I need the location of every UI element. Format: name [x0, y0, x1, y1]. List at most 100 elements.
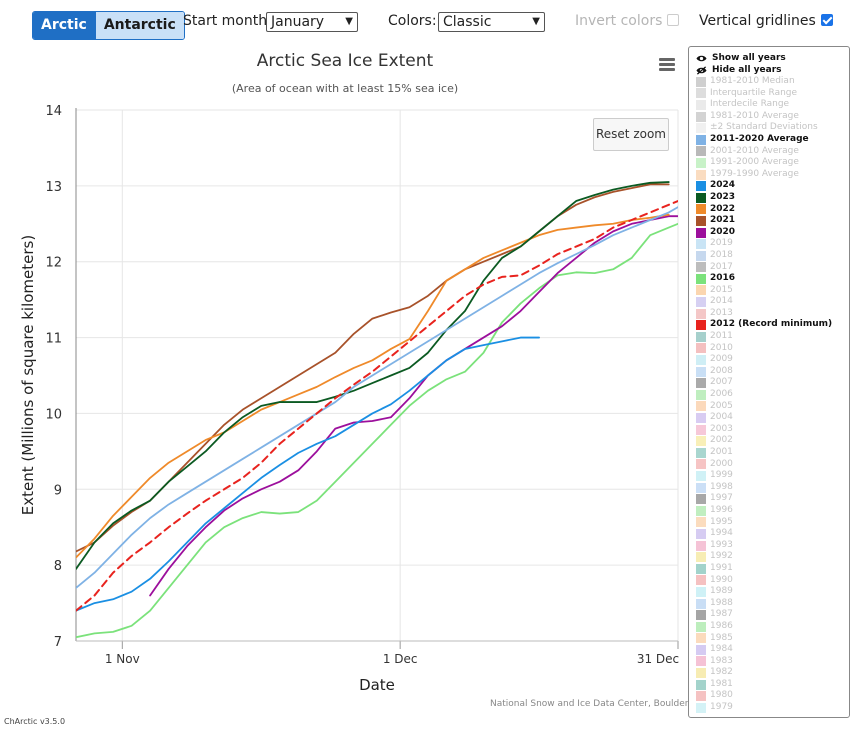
legend-item[interactable]: 2002 [696, 435, 843, 447]
show-all-years-button[interactable]: Show all years [696, 52, 843, 64]
legend-item[interactable]: 1982 [696, 667, 843, 679]
series-line-2016[interactable] [76, 222, 678, 639]
arctic-button[interactable]: Arctic [33, 12, 95, 39]
legend-item-label: 2003 [710, 423, 733, 434]
start-month-select[interactable]: January ▼ [266, 12, 358, 32]
legend-item[interactable]: 2014 [696, 296, 843, 308]
legend-item[interactable]: 2003 [696, 424, 843, 436]
hide-all-years-button[interactable]: Hide all years [696, 64, 843, 76]
legend-item[interactable]: 1986 [696, 621, 843, 633]
y-tick-label: 10 [45, 407, 62, 422]
eye-icon [696, 55, 707, 61]
legend-item[interactable]: 2017 [696, 262, 843, 274]
legend-item[interactable]: 1979-1990 Average [696, 169, 843, 181]
legend-item[interactable]: 2011 [696, 331, 843, 343]
legend-item[interactable]: 1991-2000 Average [696, 157, 843, 169]
legend-item[interactable]: 2018 [696, 250, 843, 262]
vertical-gridlines-checkbox[interactable] [820, 14, 833, 26]
legend-swatch [696, 447, 706, 458]
chart-title: Arctic Sea Ice Extent [256, 51, 434, 71]
colors-select[interactable]: Classic ▼ [438, 12, 545, 32]
legend-item[interactable]: 2006 [696, 389, 843, 401]
legend-item[interactable]: 1981 [696, 679, 843, 691]
legend-item[interactable]: 2013 [696, 308, 843, 320]
legend-item[interactable]: 1987 [696, 609, 843, 621]
legend-item-label: 2013 [710, 307, 733, 318]
legend-item[interactable]: 2001-2010 Average [696, 146, 843, 158]
legend-item[interactable]: 1981-2010 Median [696, 76, 843, 88]
legend-item[interactable]: 1993 [696, 540, 843, 552]
legend-item[interactable]: 2021 [696, 215, 843, 227]
legend-item[interactable]: Interdecile Range [696, 99, 843, 111]
legend-item-label: 1979 [710, 702, 733, 713]
legend-item[interactable]: Interquartile Range [696, 88, 843, 100]
legend-item[interactable]: ±2 Standard Deviations [696, 122, 843, 134]
legend-item[interactable]: 1990 [696, 575, 843, 587]
legend-swatch [696, 192, 706, 203]
invert-colors-checkbox[interactable] [667, 14, 680, 26]
y-tick-label: 7 [54, 635, 62, 650]
legend-item[interactable]: 2001 [696, 447, 843, 459]
legend-item[interactable]: 1988 [696, 598, 843, 610]
legend-swatch [696, 505, 706, 516]
legend-item[interactable]: 2024 [696, 180, 843, 192]
legend-item[interactable]: 1984 [696, 644, 843, 656]
legend-item-label: 1986 [710, 620, 733, 631]
series-line-2021[interactable] [76, 183, 670, 553]
legend-item[interactable]: 2010 [696, 343, 843, 355]
legend-item[interactable]: 2022 [696, 204, 843, 216]
legend-item-label: Interquartile Range [710, 87, 798, 98]
legend-item[interactable]: 1985 [696, 633, 843, 645]
legend-item-label: 1996 [710, 504, 733, 515]
legend-item[interactable]: 1998 [696, 482, 843, 494]
x-tick-label: 1 Nov [105, 652, 140, 666]
series-line-2011-2020[interactable] [76, 206, 678, 589]
legend-item[interactable]: 1979 [696, 702, 843, 714]
legend-item[interactable]: 1996 [696, 505, 843, 517]
legend-item[interactable]: 2023 [696, 192, 843, 204]
legend-item[interactable]: 1980 [696, 690, 843, 702]
legend-item-label: 2012 (Record minimum) [710, 319, 833, 330]
legend-item[interactable]: 1981-2010 Average [696, 111, 843, 123]
series-line-2012[interactable] [76, 200, 678, 612]
legend-item[interactable]: 1999 [696, 470, 843, 482]
legend-item-label: 1991-2000 Average [710, 157, 799, 168]
legend-item-label: 1983 [710, 655, 733, 666]
legend-item[interactable]: 2019 [696, 238, 843, 250]
legend-item[interactable]: 1989 [696, 586, 843, 598]
legend-item[interactable]: 2015 [696, 285, 843, 297]
legend-item-label: 2017 [710, 261, 733, 272]
legend-item[interactable]: 2009 [696, 354, 843, 366]
legend-item[interactable]: 2012 (Record minimum) [696, 319, 843, 331]
legend-item[interactable]: 1983 [696, 656, 843, 668]
legend-swatch [696, 436, 706, 447]
legend-item[interactable]: 2020 [696, 227, 843, 239]
hamburger-menu-icon[interactable] [659, 58, 675, 72]
reset-zoom-button[interactable]: Reset zoom [593, 118, 669, 151]
legend-item[interactable]: 1997 [696, 493, 843, 505]
series-line-2022[interactable] [76, 213, 670, 559]
legend-item[interactable]: 2004 [696, 412, 843, 424]
series-line-2020[interactable] [149, 215, 678, 597]
legend-item[interactable]: 1994 [696, 528, 843, 540]
legend-item[interactable]: 2011-2020 Average [696, 134, 843, 146]
credit-text: National Snow and Ice Data Center, Bould… [490, 699, 708, 709]
legend-item[interactable]: 2008 [696, 366, 843, 378]
legend-item-label: 1987 [710, 609, 733, 620]
legend-item[interactable]: 1992 [696, 551, 843, 563]
antarctic-button[interactable]: Antarctic [94, 12, 184, 39]
series-line-2024[interactable] [76, 336, 540, 612]
colors-value: Classic [443, 14, 492, 30]
legend-item-label: 2020 [710, 226, 736, 237]
legend-item[interactable]: 2016 [696, 273, 843, 285]
legend-swatch [696, 331, 706, 342]
legend-swatch [696, 563, 706, 574]
legend-item[interactable]: 1991 [696, 563, 843, 575]
legend-item[interactable]: 1995 [696, 517, 843, 529]
series-line-2023[interactable] [76, 181, 670, 570]
legend-item-label: 2011 [710, 331, 733, 342]
legend-item[interactable]: 2000 [696, 459, 843, 471]
legend-item[interactable]: 2007 [696, 377, 843, 389]
legend-swatch [696, 76, 706, 87]
legend-item[interactable]: 2005 [696, 401, 843, 413]
